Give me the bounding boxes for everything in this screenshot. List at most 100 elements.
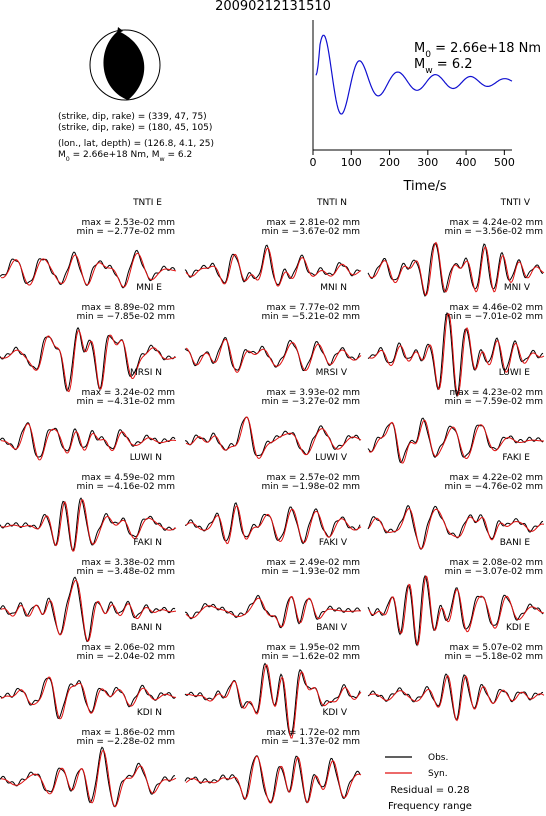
stf-curve xyxy=(315,34,513,115)
station-label: FAKI E xyxy=(502,453,530,463)
synthetic-trace xyxy=(185,416,362,460)
synthetic-trace xyxy=(185,755,362,804)
min-amplitude: min = −1.98e-02 mm xyxy=(262,482,360,492)
max-amplitude: max = 4.23e-02 mm xyxy=(449,388,543,398)
min-amplitude: min = −3.56e-02 mm xyxy=(445,227,543,237)
observed-trace xyxy=(367,242,544,297)
max-amplitude: max = 4.46e-02 mm xyxy=(449,303,543,313)
x-tick-label: 200 xyxy=(379,156,400,169)
legend-syn: Syn. xyxy=(428,769,448,779)
min-amplitude: min = −3.48e-02 mm xyxy=(77,567,175,577)
nodal-plane: (strike, dip, rake) = (180, 45, 105) xyxy=(58,123,212,133)
max-amplitude: max = 4.22e-02 mm xyxy=(449,473,543,483)
station-label: LUWI N xyxy=(130,453,162,463)
synthetic-trace xyxy=(0,423,177,461)
station-label: MRSI N xyxy=(130,368,162,378)
figure-title: 20090212131510 xyxy=(215,0,331,14)
station-label: KDI N xyxy=(137,708,162,718)
max-amplitude: max = 1.86e-02 mm xyxy=(81,728,175,738)
min-amplitude: min = −3.27e-02 mm xyxy=(262,397,360,407)
station-label: FAKI V xyxy=(319,538,348,548)
synthetic-trace xyxy=(185,338,362,373)
legend: Obs. Syn. Residual = 0.28 Frequency rang… xyxy=(385,753,472,812)
min-amplitude: min = −4.31e-02 mm xyxy=(77,397,175,407)
station-label: MNI V xyxy=(504,283,531,293)
station-label: KDI E xyxy=(506,623,530,633)
text-part: = 6.2 xyxy=(165,150,193,160)
residual: Residual = 0.28 xyxy=(390,785,469,796)
legend-obs: Obs. xyxy=(428,753,448,763)
synthetic-trace xyxy=(0,499,177,552)
synthetic-trace xyxy=(0,579,177,643)
observed-trace xyxy=(367,575,544,647)
min-amplitude: min = −3.07e-02 mm xyxy=(445,567,543,577)
stf-axes xyxy=(312,20,512,151)
observed-trace xyxy=(0,746,176,808)
max-amplitude: max = 3.24e-02 mm xyxy=(81,388,175,398)
synthetic-trace xyxy=(368,507,545,550)
synthetic-trace xyxy=(0,676,177,720)
observed-trace xyxy=(0,326,176,392)
text-part: = 6.2 xyxy=(433,57,473,72)
station-label: MNI E xyxy=(136,283,162,293)
observed-trace xyxy=(0,421,176,458)
min-amplitude: min = −4.76e-02 mm xyxy=(445,482,543,492)
synthetic-trace xyxy=(368,313,545,397)
observed-trace xyxy=(184,755,361,804)
observed-trace xyxy=(184,244,361,286)
station-label: MNI N xyxy=(320,283,347,293)
text-part: 0 xyxy=(425,50,431,60)
max-amplitude: max = 2.57e-02 mm xyxy=(266,473,360,483)
min-amplitude: min = −3.67e-02 mm xyxy=(262,227,360,237)
observed-trace xyxy=(184,336,361,372)
station-label: BANI V xyxy=(316,623,348,633)
max-amplitude: max = 8.89e-02 mm xyxy=(81,303,175,313)
min-amplitude: min = −1.37e-02 mm xyxy=(262,737,360,747)
synthetic-trace xyxy=(368,241,545,296)
text-part: w xyxy=(159,156,164,163)
text-part: M xyxy=(414,41,425,56)
station-label: MRSI V xyxy=(316,368,348,378)
moment-line: M0 = 2.66e+18 Nm, Mw = 6.2 xyxy=(58,150,192,163)
text-part: = 2.66e+18 Nm xyxy=(431,41,541,56)
x-tick-label: 400 xyxy=(456,156,477,169)
synthetic-trace xyxy=(368,675,545,722)
synthetic-trace xyxy=(185,595,361,628)
max-amplitude: max = 7.77e-02 mm xyxy=(266,303,360,313)
max-amplitude: max = 2.49e-02 mm xyxy=(266,558,360,568)
x-tick-label: 300 xyxy=(417,156,438,169)
max-amplitude: max = 2.53e-02 mm xyxy=(81,218,175,228)
station-label: TNTI N xyxy=(316,198,347,208)
synthetic-trace xyxy=(368,419,544,464)
min-amplitude: min = −2.28e-02 mm xyxy=(77,737,175,747)
text-part: 0 xyxy=(66,156,70,163)
min-amplitude: min = −7.59e-02 mm xyxy=(445,397,543,407)
station-label: KDI V xyxy=(322,708,347,718)
text-part: M xyxy=(58,150,66,160)
observed-trace xyxy=(367,312,544,398)
synthetic-trace xyxy=(185,505,362,545)
text-part: = 2.66e+18 Nm, M xyxy=(70,150,160,160)
text-part: M xyxy=(414,57,425,72)
min-amplitude: min = −1.62e-02 mm xyxy=(262,652,360,662)
max-amplitude: max = 3.93e-02 mm xyxy=(266,388,360,398)
min-amplitude: min = −2.77e-02 mm xyxy=(77,227,175,237)
max-amplitude: max = 2.81e-02 mm xyxy=(266,218,360,228)
station-label: FAKI N xyxy=(133,538,162,548)
synthetic-trace xyxy=(0,329,177,393)
x-tick-label: 500 xyxy=(494,156,515,169)
max-amplitude: max = 1.95e-02 mm xyxy=(266,643,360,653)
max-amplitude: max = 1.72e-02 mm xyxy=(266,728,360,738)
min-amplitude: min = −5.18e-02 mm xyxy=(445,652,543,662)
station-label: LUWI E xyxy=(499,368,531,378)
stf-ticks: 0 100 200 300 400 500 xyxy=(310,150,515,169)
nodal-plane: (strike, dip, rake) = (339, 47, 75) xyxy=(58,112,207,122)
min-amplitude: min = −1.93e-02 mm xyxy=(262,567,360,577)
station-label: TNTI E xyxy=(132,198,162,208)
stf-magnitude: Mw = 6.2 xyxy=(414,57,473,76)
stf-moment: M0 = 2.66e+18 Nm xyxy=(414,41,541,60)
station-label: LUWI V xyxy=(315,453,348,463)
min-amplitude: min = −5.21e-02 mm xyxy=(262,312,360,322)
